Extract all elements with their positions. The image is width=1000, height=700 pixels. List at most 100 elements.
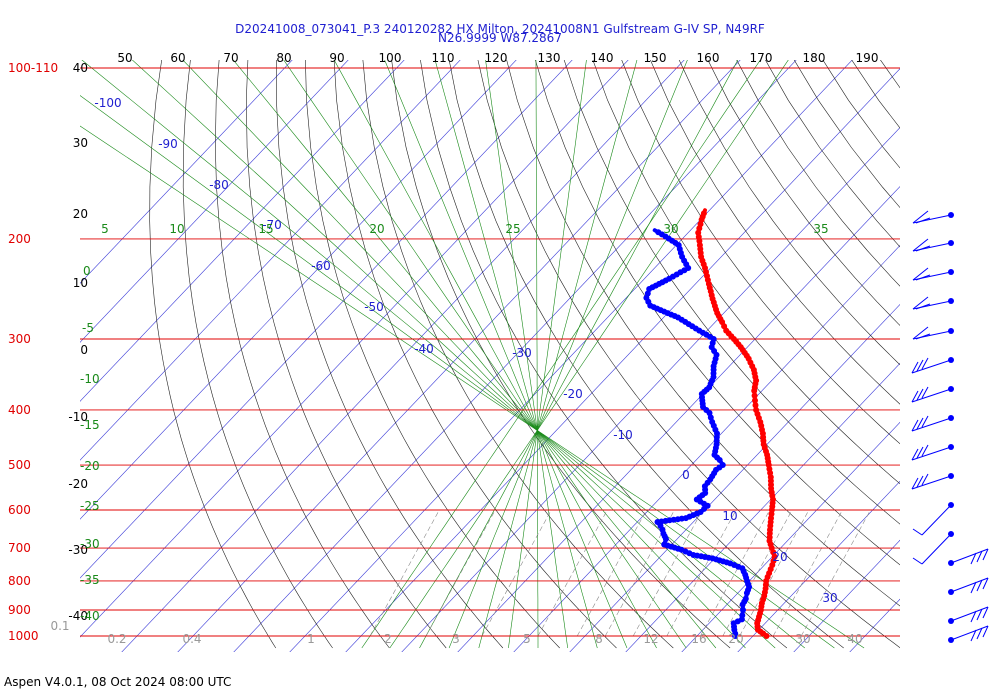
pressure-label: 500 <box>8 458 31 472</box>
wind-barb-feather <box>916 475 924 488</box>
pressure-label: 600 <box>8 503 31 517</box>
moist-adiabat-line <box>80 125 865 649</box>
isotherm-label: -40 <box>414 342 434 356</box>
mixing-ratio-line <box>481 509 552 637</box>
isotherm-line <box>80 60 461 461</box>
mixing-ratio-label: 0.1 <box>50 619 69 633</box>
wind-barb <box>912 296 954 310</box>
sounding-point <box>661 541 668 548</box>
wind-barb-flag <box>915 333 931 340</box>
moist-adiabat-label: -25 <box>80 499 100 513</box>
top-axis-label: 120 <box>485 51 508 65</box>
moist-adiabat-line <box>131 60 776 649</box>
wind-barb-flag <box>912 296 929 310</box>
moist-adiabat-line <box>448 60 688 649</box>
isotherm-label: 10 <box>722 509 737 523</box>
wind-barb-staff <box>950 548 989 564</box>
dry-adiabat-lines <box>149 60 900 649</box>
left-axis-label: -40 <box>68 609 88 623</box>
isotherm-line <box>401 127 900 652</box>
moist-adiabat-line <box>283 60 687 649</box>
dry-adiabat-line <box>880 60 900 89</box>
mixing-ratio-label: 40 <box>847 632 862 646</box>
moist-adiabat-line <box>434 60 598 649</box>
dry-adiabat-line <box>333 60 617 649</box>
isotherm-label: -60 <box>311 259 331 273</box>
moist-adiabat-label: -30 <box>80 537 100 551</box>
moist-adiabat-line <box>333 60 657 649</box>
wind-barbs <box>911 210 989 643</box>
sounding-line <box>644 228 752 638</box>
mixing-ratio-label: 2 <box>384 632 392 646</box>
wind-barb-feather <box>921 415 929 428</box>
wind-barb-feather <box>911 419 919 432</box>
dry-adiabat-line <box>149 60 277 649</box>
wind-barb-staff <box>911 446 952 461</box>
moist-adiabat-label: -35 <box>80 573 100 587</box>
moist-adiabat-label: 10 <box>169 222 184 236</box>
isotherm-line <box>80 60 405 402</box>
isotherm-line <box>177 60 741 652</box>
dry-adiabat-line <box>477 60 900 649</box>
moist-adiabat-label: -5 <box>82 321 94 335</box>
moist-adiabat-label: 35 <box>813 222 828 236</box>
sounding-point <box>751 392 758 399</box>
wind-barb <box>912 531 954 565</box>
wind-barb <box>912 210 954 224</box>
isotherm-line <box>345 68 900 652</box>
isotherm-label: -30 <box>512 346 532 360</box>
wind-barb-staff <box>911 475 952 490</box>
moist-adiabat-label: 30 <box>663 222 678 236</box>
moist-adiabat-lines <box>80 60 865 649</box>
left-axis-label: 20 <box>73 207 88 221</box>
wind-barb-feather <box>912 528 923 536</box>
moist-adiabat-label: -15 <box>80 418 100 432</box>
pressure-label: 800 <box>8 574 31 588</box>
wind-barb-flag <box>912 210 929 224</box>
wind-barb-feather <box>921 386 929 399</box>
dry-adiabat-line <box>214 60 390 649</box>
isotherm-lines <box>80 60 900 652</box>
footer-text: Aspen V4.0.1, 08 Oct 2024 08:00 UTC <box>4 675 232 689</box>
wind-barb <box>948 606 989 624</box>
wind-barb-feather <box>970 552 977 565</box>
wind-barb-flag <box>912 267 929 281</box>
mixing-ratio-line <box>537 509 608 637</box>
wind-barb-flag <box>912 326 929 340</box>
isotherm-label: -90 <box>158 137 178 151</box>
mixing-ratio-label: 16 <box>691 632 706 646</box>
mixing-ratio-line <box>576 509 647 637</box>
pressure-label: 200 <box>8 232 31 246</box>
left-axis-label: 0 <box>80 343 88 357</box>
moist-adiabat-label: 5 <box>101 222 109 236</box>
moist-adiabat-line <box>361 60 761 649</box>
left-axis-label: 10 <box>73 276 88 290</box>
mixing-ratio-label: 8 <box>595 632 603 646</box>
wind-barb-feather <box>911 477 919 490</box>
dry-adiabat-line <box>621 60 900 445</box>
chart-title-line2: N26.9999 W87.2867 <box>438 31 562 45</box>
dry-adiabat-line <box>563 60 900 525</box>
mixing-ratio-label: 1 <box>307 632 315 646</box>
isotherm-label: 20 <box>772 550 787 564</box>
isotherm-label: -10 <box>613 428 633 442</box>
sounding-point <box>752 402 759 409</box>
sounding-series <box>643 208 778 639</box>
isotherm-line <box>793 539 900 652</box>
top-axis-label: 190 <box>856 51 879 65</box>
moist-adiabat-line <box>182 60 746 649</box>
wind-barb-feather <box>916 446 924 459</box>
sounding-point <box>644 290 651 297</box>
isotherm-line <box>80 60 349 343</box>
dry-adiabat-line <box>182 60 333 649</box>
moist-adiabat-line <box>389 60 789 649</box>
left-axis-label: -20 <box>68 477 88 491</box>
dry-adiabat-line <box>245 60 447 649</box>
isotherm-label: 0 <box>682 468 690 482</box>
isotherm-label: 30 <box>822 591 837 605</box>
moist-adiabat-label: -10 <box>80 372 100 386</box>
dry-adiabat-line <box>535 60 900 566</box>
moist-adiabat-line <box>485 60 568 649</box>
isotherm-label: -50 <box>364 300 384 314</box>
